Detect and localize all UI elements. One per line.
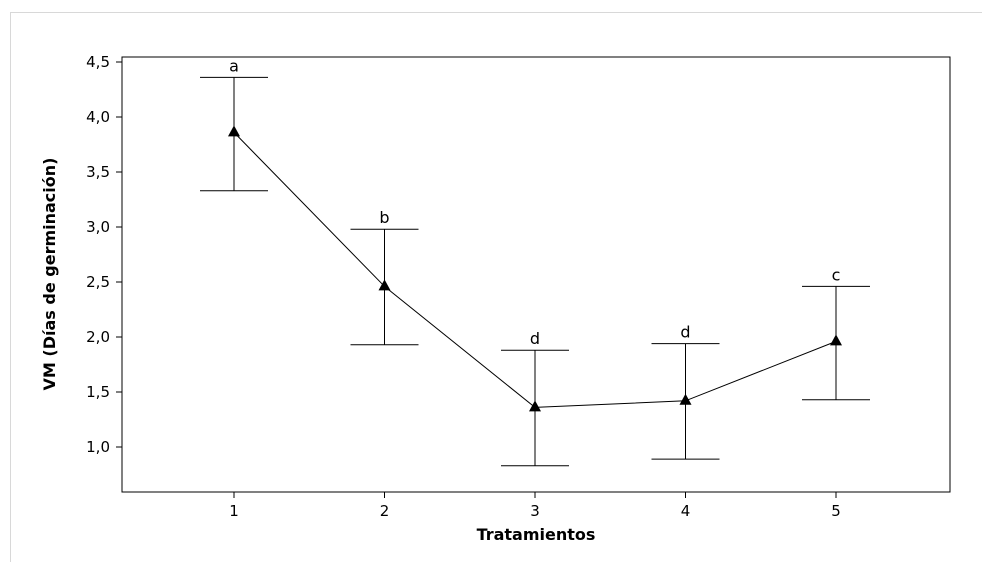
- y-tick-label: 3,5: [86, 163, 110, 181]
- y-tick-label: 2,0: [86, 328, 110, 346]
- y-tick-label: 1,5: [86, 383, 110, 401]
- y-tick-label: 3,0: [86, 218, 110, 236]
- data-point-marker: [378, 279, 391, 291]
- x-tick-label: 4: [681, 502, 691, 520]
- group-letter-label: b: [379, 208, 389, 227]
- group-letter-label: a: [229, 56, 239, 75]
- group-letter-label: c: [832, 265, 841, 284]
- data-point-marker: [529, 400, 541, 412]
- group-letter-label: d: [680, 323, 690, 342]
- x-axis-title: Tratamientos: [477, 525, 596, 544]
- chart-frame: [10, 12, 982, 562]
- y-axis-title: VM (Días de germinación): [40, 158, 59, 391]
- y-tick-label: 2,5: [86, 273, 110, 291]
- data-point-marker: [830, 334, 842, 346]
- group-letter-label: d: [530, 329, 540, 348]
- y-tick-label: 4,5: [86, 53, 110, 71]
- y-axis: 1,0 1,5 2,0 2,5 3,0 3,5 4,0 4,5: [86, 53, 122, 456]
- x-tick-label: 1: [229, 502, 239, 520]
- group-letters: a b d d c: [229, 56, 840, 348]
- x-axis: 1 2 3 4 5: [229, 492, 841, 520]
- x-tick-label: 3: [530, 502, 540, 520]
- plot-area: [121, 56, 951, 493]
- data-point-marker: [679, 393, 692, 405]
- y-tick-label: 4,0: [86, 108, 110, 126]
- x-tick-label: 2: [380, 502, 390, 520]
- markers: [228, 125, 842, 412]
- y-tick-label: 1,0: [86, 438, 110, 456]
- data-point-marker: [228, 125, 240, 137]
- x-tick-label: 5: [831, 502, 841, 520]
